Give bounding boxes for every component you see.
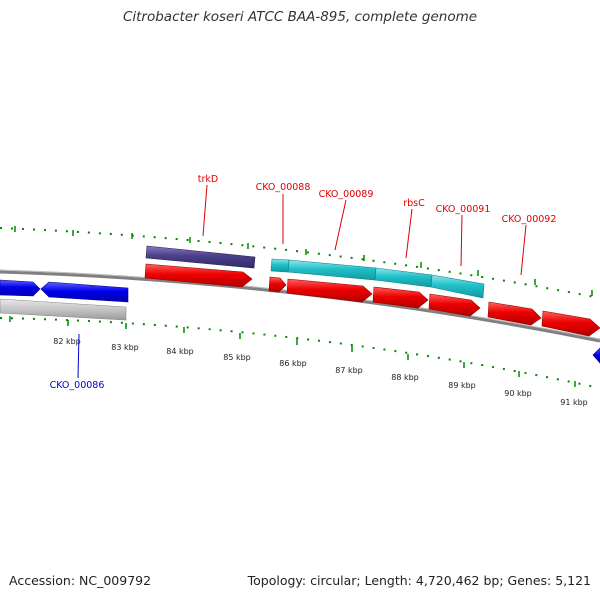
label-leader-blue	[77, 333, 80, 379]
scale-label: 89 kbp	[448, 381, 476, 390]
cds-arrow[interactable]	[428, 293, 481, 317]
upper-tick-track	[0, 226, 600, 299]
scale-label: 86 kbp	[279, 359, 307, 368]
gene-label-rbsC[interactable]: rbsC	[403, 198, 425, 209]
feature-tracks	[0, 245, 600, 364]
grey-feature[interactable]	[0, 298, 127, 321]
gene-label-CKO-00091[interactable]: CKO_00091	[436, 204, 491, 215]
gene-label-CKO-00089[interactable]: CKO_00089	[319, 189, 374, 200]
CKO-00091-feature[interactable]	[430, 274, 485, 299]
scale-label: 85 kbp	[223, 353, 251, 362]
cds-arrow[interactable]	[372, 286, 429, 309]
gene-label-CKO-00088[interactable]: CKO_00088	[256, 182, 311, 193]
cds-arrow[interactable]	[144, 263, 253, 288]
gene-label-CKO-00086[interactable]: CKO_00086	[50, 380, 105, 391]
label-leaders	[202, 184, 527, 276]
scale-label: 88 kbp	[391, 373, 419, 382]
scale-label: 91 kbp	[560, 398, 588, 407]
cds-arrow[interactable]	[268, 276, 287, 293]
reverse-cds-arrow[interactable]	[592, 347, 600, 364]
gene-labels: trkD CKO_00088 CKO_00089 rbsC CKO_00091 …	[50, 174, 557, 391]
rbsC-feature[interactable]	[374, 267, 433, 288]
scale-label: 83 kbp	[111, 343, 139, 352]
scale-label: 90 kbp	[504, 389, 532, 398]
CKO-00088-feature[interactable]	[270, 258, 290, 273]
CKO-00089-feature[interactable]	[287, 259, 377, 281]
cds-arrow[interactable]	[286, 278, 373, 303]
gene-label-CKO-00092[interactable]: CKO_00092	[502, 214, 557, 225]
map-title: Citrobacter koseri ATCC BAA-895, complet…	[122, 9, 478, 25]
reverse-cds-arrow[interactable]	[0, 279, 41, 297]
scale-labels: 82 kbp 83 kbp 84 kbp 85 kbp 86 kbp 87 kb…	[53, 337, 588, 407]
gene-label-trkD[interactable]: trkD	[198, 174, 218, 185]
cds-arrow[interactable]	[487, 301, 542, 326]
lower-tick-track	[0, 316, 600, 389]
cds-arrow[interactable]	[541, 310, 600, 337]
scale-label: 84 kbp	[166, 347, 194, 356]
accession-label: Accession: NC_009792	[9, 573, 152, 588]
CKO-00086-feature[interactable]	[40, 281, 129, 303]
scale-label: 87 kbp	[335, 366, 363, 375]
scale-label: 82 kbp	[53, 337, 81, 346]
trkD-gene-feature[interactable]	[145, 245, 256, 269]
genome-summary: Topology: circular; Length: 4,720,462 bp…	[247, 573, 591, 588]
